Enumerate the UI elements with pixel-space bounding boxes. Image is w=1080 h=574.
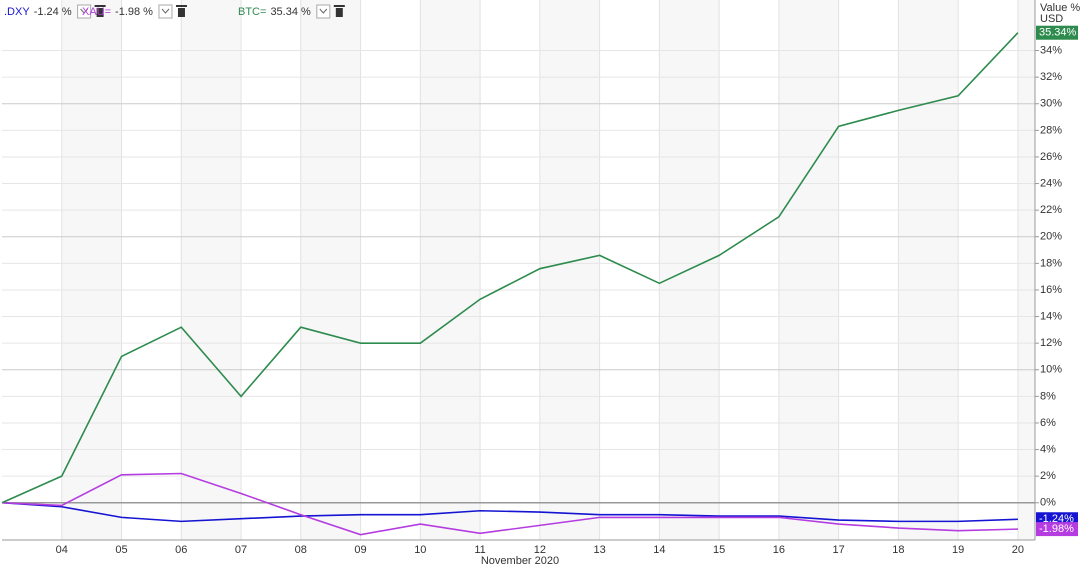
y-tick-label: 34%	[1040, 44, 1062, 56]
trash-lid	[333, 5, 345, 7]
axis-tag: -1.98%	[1036, 522, 1078, 537]
x-tick-label: 07	[235, 544, 247, 556]
series-line	[1, 501, 1018, 523]
x-tick-label: 17	[833, 544, 845, 556]
y-tick-label: 8%	[1040, 390, 1056, 402]
dropdown-arrow	[80, 8, 88, 14]
y-tick-label: 22%	[1040, 204, 1062, 216]
series-line	[1, 32, 1019, 504]
x-tick-label: 16	[773, 544, 785, 556]
y-axis-title: Value %	[1040, 2, 1080, 14]
x-tick-label: 12	[534, 544, 546, 556]
axis-tag: 35.34%	[1036, 25, 1078, 40]
dropdown-icon[interactable]	[316, 4, 331, 19]
y-tick-label: 6%	[1040, 417, 1056, 429]
x-tick-label: 18	[892, 544, 904, 556]
axis-tag-label: -1.98%	[1039, 523, 1074, 535]
trash-lid	[175, 5, 187, 7]
delete-icon[interactable]	[333, 5, 345, 17]
delete-icon[interactable]	[94, 5, 106, 17]
x-tick-label: 04	[56, 544, 68, 556]
y-tick-label: 18%	[1040, 257, 1062, 269]
x-tick-label: 15	[713, 544, 725, 556]
y-tick-label: 10%	[1040, 364, 1062, 376]
x-tick-label: 06	[175, 544, 187, 556]
axis-tag-label: 35.34%	[1039, 27, 1077, 39]
x-tick-label: 13	[593, 544, 605, 556]
band	[778, 0, 839, 540]
band	[898, 0, 959, 540]
dropdown-arrow	[161, 8, 170, 14]
delete-icon[interactable]	[175, 5, 187, 17]
y-tick-label: 32%	[1040, 71, 1062, 83]
x-tick-label: 20	[1012, 544, 1024, 556]
band	[181, 0, 242, 540]
dropdown-box	[316, 4, 331, 19]
y-tick-label: 24%	[1040, 177, 1062, 189]
dropdown-icon[interactable]	[77, 4, 92, 19]
axis-tag-box	[1036, 25, 1078, 40]
band	[300, 0, 361, 540]
trash-body	[96, 8, 104, 17]
trash-body	[335, 8, 343, 17]
band	[420, 0, 481, 540]
axis-tag-box	[1036, 522, 1078, 537]
dropdown-arrow	[319, 8, 328, 14]
y-tick-label: 4%	[1040, 443, 1056, 455]
y-tick-label: 26%	[1040, 151, 1062, 163]
y-tick-label: 14%	[1040, 310, 1062, 322]
x-tick-label: 05	[115, 544, 127, 556]
x-tick-label: 09	[354, 544, 366, 556]
y-tick-label: 12%	[1040, 337, 1062, 349]
band	[539, 0, 600, 540]
y-tick-label: 30%	[1040, 98, 1062, 110]
dropdown-icon[interactable]	[158, 4, 173, 19]
y-tick-label: 20%	[1040, 231, 1062, 243]
series-line	[1, 472, 1018, 536]
legend-name: .DXY	[4, 6, 30, 18]
y-tick-label: 0%	[1040, 497, 1056, 509]
x-axis-title: November 2020	[481, 555, 559, 567]
x-tick-label: 14	[653, 544, 665, 556]
x-tick-label: 19	[952, 544, 964, 556]
y-tick-label: 16%	[1040, 284, 1062, 296]
x-tick-label: 10	[414, 544, 426, 556]
y-tick-label: 28%	[1040, 124, 1062, 136]
legend-name: XAU=	[82, 6, 111, 18]
y-tick-label: 2%	[1040, 470, 1056, 482]
legend-value: -1.24 %	[34, 6, 72, 18]
trash-lid	[94, 5, 106, 7]
dropdown-box	[158, 4, 173, 19]
x-tick-label: 08	[295, 544, 307, 556]
trash-body	[177, 8, 185, 17]
legend-value: -1.98 %	[115, 6, 153, 18]
legend-value: 35.34 %	[270, 6, 311, 18]
y-axis-unit: USD	[1040, 13, 1063, 25]
x-tick-label: 11	[474, 544, 485, 556]
band	[1017, 0, 1035, 540]
dropdown-box	[77, 4, 92, 19]
legend-name: BTC=	[238, 6, 266, 18]
